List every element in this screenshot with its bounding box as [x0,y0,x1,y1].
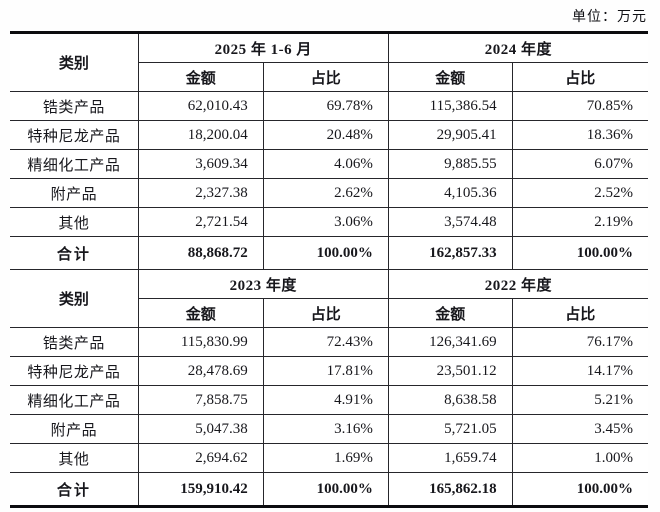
table-row: 精细化工产品 3,609.34 4.06% 9,885.55 6.07% [10,149,648,179]
header-sub-row: 金额 占比 金额 占比 [10,298,648,328]
amount-cell: 115,386.54 [387,91,513,121]
ratio-cell: 1.00% [511,443,648,473]
amount-cell: 5,721.05 [387,414,513,444]
amount-cell: 1,659.74 [387,443,513,473]
table-row: 特种尼龙产品 18,200.04 20.48% 29,905.41 18.36% [10,120,648,150]
category-cell: 其他 [10,207,139,237]
table-row: 附产品 2,327.38 2.62% 4,105.36 2.52% [10,178,648,208]
ratio-cell: 1.69% [262,443,389,473]
period-header-2024: 2024 年度 [387,32,648,63]
revenue-by-category-table: 类别 2025 年 1-6 月 2024 年度 金额 占比 金额 占比 锆类产品… [10,31,648,508]
total-label-cell: 合计 [10,236,139,270]
category-header: 类别 [10,32,139,92]
amount-cell: 23,501.12 [387,356,513,386]
ratio-cell: 18.36% [511,120,648,150]
amount-cell: 9,885.55 [387,149,513,179]
amount-cell: 5,047.38 [137,414,264,444]
total-label-cell: 合计 [10,472,139,507]
amount-cell: 126,341.69 [387,327,513,357]
category-cell: 精细化工产品 [10,385,139,415]
amount-header: 金额 [387,62,513,92]
period-header-2025h1: 2025 年 1-6 月 [137,32,389,63]
table-row: 锆类产品 115,830.99 72.43% 126,341.69 76.17% [10,327,648,357]
total-ratio-cell: 100.00% [262,236,389,270]
amount-cell: 4,105.36 [387,178,513,208]
ratio-header: 占比 [511,298,648,328]
amount-header: 金额 [138,298,264,328]
total-ratio-cell: 100.00% [262,472,389,507]
amount-cell: 3,609.34 [137,149,264,179]
ratio-cell: 17.81% [262,356,389,386]
table-row: 其他 2,694.62 1.69% 1,659.74 1.00% [10,443,648,473]
unit-label: 单位：万元 [572,10,647,25]
table-row: 特种尼龙产品 28,478.69 17.81% 23,501.12 14.17% [10,356,648,386]
total-ratio-cell: 100.00% [511,236,648,270]
ratio-cell: 6.07% [511,149,648,179]
ratio-cell: 4.06% [262,149,389,179]
total-amount-cell: 159,910.42 [137,472,264,507]
total-amount-cell: 165,862.18 [387,472,513,507]
category-header: 类别 [10,269,139,328]
total-ratio-cell: 100.00% [511,472,648,507]
header-period-row: 类别 2023 年度 2022 年度 [10,269,648,328]
ratio-cell: 5.21% [511,385,648,415]
total-row: 合计 88,868.72 100.00% 162,857.33 100.00% [10,236,648,270]
period-header-2023: 2023 年度 [137,269,389,299]
amount-header: 金额 [387,298,513,328]
amount-cell: 115,830.99 [137,327,264,357]
total-amount-cell: 162,857.33 [387,236,513,270]
ratio-cell: 76.17% [511,327,648,357]
amount-cell: 18,200.04 [137,120,264,150]
total-row: 合计 159,910.42 100.00% 165,862.18 100.00% [10,472,648,507]
table-row: 其他 2,721.54 3.06% 3,574.48 2.19% [10,207,648,237]
ratio-cell: 3.45% [511,414,648,444]
category-cell: 其他 [10,443,139,473]
amount-cell: 62,010.43 [137,91,264,121]
category-cell: 特种尼龙产品 [10,120,139,150]
ratio-cell: 72.43% [262,327,389,357]
category-cell: 锆类产品 [10,91,139,121]
amount-cell: 2,694.62 [137,443,264,473]
ratio-cell: 69.78% [262,91,389,121]
table-row: 精细化工产品 7,858.75 4.91% 8,638.58 5.21% [10,385,648,415]
category-cell: 锆类产品 [10,327,139,357]
ratio-cell: 3.06% [262,207,389,237]
ratio-cell: 14.17% [511,356,648,386]
ratio-cell: 2.19% [511,207,648,237]
ratio-cell: 4.91% [262,385,389,415]
ratio-cell: 2.52% [511,178,648,208]
amount-header: 金额 [138,62,264,92]
amount-cell: 28,478.69 [137,356,264,386]
ratio-header: 占比 [262,62,389,92]
category-cell: 精细化工产品 [10,149,139,179]
ratio-cell: 70.85% [511,91,648,121]
category-cell: 特种尼龙产品 [10,356,139,386]
period-header-2022: 2022 年度 [387,269,648,299]
amount-cell: 2,327.38 [137,178,264,208]
amount-cell: 8,638.58 [387,385,513,415]
amount-cell: 3,574.48 [387,207,513,237]
amount-cell: 7,858.75 [137,385,264,415]
ratio-cell: 2.62% [262,178,389,208]
ratio-cell: 3.16% [262,414,389,444]
total-amount-cell: 88,868.72 [137,236,264,270]
amount-cell: 2,721.54 [137,207,264,237]
category-cell: 附产品 [10,414,139,444]
ratio-header: 占比 [511,62,648,92]
header-period-row: 类别 2025 年 1-6 月 2024 年度 [10,32,648,92]
category-cell: 附产品 [10,178,139,208]
ratio-header: 占比 [262,298,389,328]
amount-cell: 29,905.41 [387,120,513,150]
table-row: 附产品 5,047.38 3.16% 5,721.05 3.45% [10,414,648,444]
table-row: 锆类产品 62,010.43 69.78% 115,386.54 70.85% [10,91,648,121]
ratio-cell: 20.48% [262,120,389,150]
